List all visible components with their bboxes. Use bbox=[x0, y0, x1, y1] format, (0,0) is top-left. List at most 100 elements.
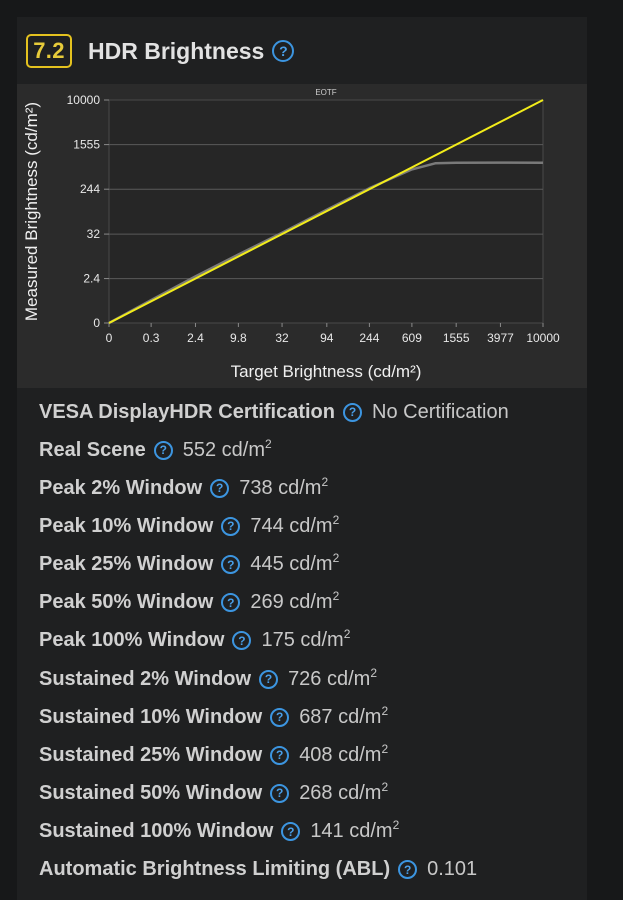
help-icon[interactable]: ? bbox=[221, 516, 241, 536]
metric-unit-exponent: 2 bbox=[321, 474, 329, 489]
chart-title: EOTF bbox=[315, 88, 336, 97]
metric-value-text: No Certification bbox=[372, 400, 509, 423]
y-tick-label: 0 bbox=[93, 316, 100, 330]
help-icon[interactable]: ? bbox=[153, 440, 173, 460]
eotf-chart: 10000 1555 244 32 2.4 0 0 0.3 2.4 9.8 32 94 244 609 15… bbox=[17, 84, 587, 388]
metric-value: 738 cd/m2 bbox=[239, 474, 329, 500]
metric-unit-exponent: 2 bbox=[381, 703, 389, 718]
metric-unit-exponent: 2 bbox=[370, 665, 378, 680]
metric-row: Real Scene? 552 cd/m2 bbox=[39, 431, 509, 469]
metric-unit-exponent: 2 bbox=[332, 589, 340, 604]
target-eotf-line bbox=[108, 99, 544, 324]
help-icon[interactable]: ? bbox=[398, 860, 418, 880]
metric-label: Sustained 10% Window bbox=[39, 705, 263, 728]
metric-value-text: 268 cd/m bbox=[299, 781, 382, 804]
metric-value-text: 726 cd/m bbox=[288, 667, 371, 690]
metric-label: Peak 25% Window bbox=[39, 553, 214, 576]
x-tick-label: 244 bbox=[359, 331, 379, 345]
metric-value: 408 cd/m2 bbox=[299, 741, 389, 767]
metric-value: 687 cd/m2 bbox=[299, 703, 389, 729]
x-tick-label: 0.3 bbox=[143, 331, 160, 345]
x-tick-label: 9.8 bbox=[230, 331, 247, 345]
section-header: 7.2 HDR Brightness ? bbox=[26, 33, 295, 69]
metric-value-text: 269 cd/m bbox=[250, 591, 333, 614]
help-icon[interactable]: ? bbox=[270, 745, 290, 765]
metric-value-text: 141 cd/m bbox=[310, 820, 393, 843]
help-icon[interactable]: ? bbox=[272, 40, 295, 62]
metric-value-text: 175 cd/m bbox=[261, 629, 344, 652]
x-tick-label: 3977 bbox=[487, 331, 514, 345]
metric-row: Sustained 10% Window? 687 cd/m2 bbox=[39, 698, 509, 736]
y-tick-label: 2.4 bbox=[83, 272, 100, 286]
metric-row: Peak 2% Window? 738 cd/m2 bbox=[39, 469, 509, 507]
metric-unit-exponent: 2 bbox=[343, 627, 351, 642]
x-tick-label: 0 bbox=[106, 331, 113, 345]
metric-label: Peak 100% Window bbox=[39, 629, 225, 652]
metric-value: 0.101 bbox=[427, 858, 477, 881]
metric-label: VESA DisplayHDR Certification bbox=[39, 400, 335, 423]
section-title: HDR Brightness bbox=[88, 37, 265, 64]
metric-value: 175 cd/m2 bbox=[261, 627, 351, 652]
metric-label: Sustained 100% Window bbox=[39, 820, 274, 843]
metric-value-text: 408 cd/m bbox=[299, 743, 382, 766]
metric-unit-exponent: 2 bbox=[265, 436, 272, 451]
metric-label: Peak 10% Window bbox=[39, 514, 214, 537]
metric-value: 552 cd/m2 bbox=[182, 436, 272, 462]
help-icon[interactable]: ? bbox=[232, 631, 252, 651]
x-tick-label: 609 bbox=[402, 331, 422, 345]
score-badge: 7.2 bbox=[26, 34, 72, 68]
metric-unit-exponent: 2 bbox=[392, 818, 400, 833]
help-icon[interactable]: ? bbox=[343, 402, 362, 422]
metric-row: VESA DisplayHDR Certification? No Certifi… bbox=[39, 393, 509, 431]
y-tick-label: 244 bbox=[80, 182, 100, 196]
metric-value-text: 744 cd/m bbox=[250, 514, 333, 537]
help-icon[interactable]: ? bbox=[270, 783, 290, 803]
metric-unit-exponent: 2 bbox=[332, 551, 340, 566]
metric-row: Sustained 25% Window? 408 cd/m2 bbox=[39, 736, 509, 774]
x-tick-label: 2.4 bbox=[187, 331, 204, 345]
metric-unit-exponent: 2 bbox=[381, 741, 389, 756]
metric-row: Sustained 100% Window? 141 cd/m2 bbox=[39, 813, 509, 851]
metric-row: Automatic Brightness Limiting (ABL)? 0.10… bbox=[39, 851, 509, 889]
metric-value-text: 0.101 bbox=[427, 858, 478, 881]
metric-value-text: 445 cd/m bbox=[250, 553, 333, 576]
x-tick-label: 1555 bbox=[443, 331, 470, 345]
metric-label: Sustained 50% Window bbox=[39, 781, 263, 804]
metric-value-text: 687 cd/m bbox=[299, 705, 382, 728]
metric-row: Peak 50% Window? 269 cd/m2 bbox=[39, 584, 509, 622]
metric-value: 141 cd/m2 bbox=[310, 818, 400, 843]
metrics-list: VESA DisplayHDR Certification? No Certifi… bbox=[39, 393, 509, 889]
metric-row: Peak 100% Window? 175 cd/m2 bbox=[39, 622, 509, 660]
help-icon[interactable]: ? bbox=[259, 669, 279, 689]
help-icon[interactable]: ? bbox=[221, 593, 241, 613]
help-icon[interactable]: ? bbox=[270, 707, 290, 727]
metric-value-text: 738 cd/m bbox=[239, 476, 322, 499]
eotf-chart-svg: 10000 1555 244 32 2.4 00 0.3 2.4 9.8 32 94 244 609 15… bbox=[22, 88, 560, 381]
metric-label: Sustained 2% Window bbox=[39, 667, 252, 690]
metric-value: No Certification bbox=[372, 401, 509, 424]
help-icon[interactable]: ? bbox=[281, 822, 301, 842]
y-tick-label: 10000 bbox=[67, 93, 101, 107]
metric-row: Peak 25% Window? 445 cd/m2 bbox=[39, 546, 509, 584]
metric-value: 268 cd/m2 bbox=[299, 779, 389, 805]
metric-row: Sustained 2% Window? 726 cd/m2 bbox=[39, 660, 509, 698]
metric-row: Peak 10% Window? 744 cd/m2 bbox=[39, 507, 509, 545]
help-icon[interactable]: ? bbox=[221, 555, 241, 575]
metric-unit-exponent: 2 bbox=[332, 512, 340, 527]
metric-value: 269 cd/m2 bbox=[250, 589, 340, 614]
x-axis-label: Target Brightness (cd/m²) bbox=[231, 362, 422, 381]
metric-label: Real Scene bbox=[39, 438, 146, 461]
x-tick-label: 94 bbox=[320, 331, 334, 345]
metric-value: 744 cd/m2 bbox=[250, 512, 340, 538]
measured-eotf-line bbox=[108, 161, 544, 325]
metric-value-text: 552 cd/m bbox=[182, 438, 265, 461]
metric-row: Sustained 50% Window? 268 cd/m2 bbox=[39, 774, 509, 812]
x-tick-label: 10000 bbox=[526, 331, 560, 345]
metric-label: Sustained 25% Window bbox=[39, 743, 263, 766]
y-tick-label: 1555 bbox=[73, 138, 100, 152]
y-tick-label: 32 bbox=[87, 227, 101, 241]
metric-value: 726 cd/m2 bbox=[288, 665, 378, 691]
help-icon[interactable]: ? bbox=[210, 478, 230, 498]
metric-unit-exponent: 2 bbox=[381, 779, 389, 794]
metric-label: Peak 50% Window bbox=[39, 591, 214, 614]
